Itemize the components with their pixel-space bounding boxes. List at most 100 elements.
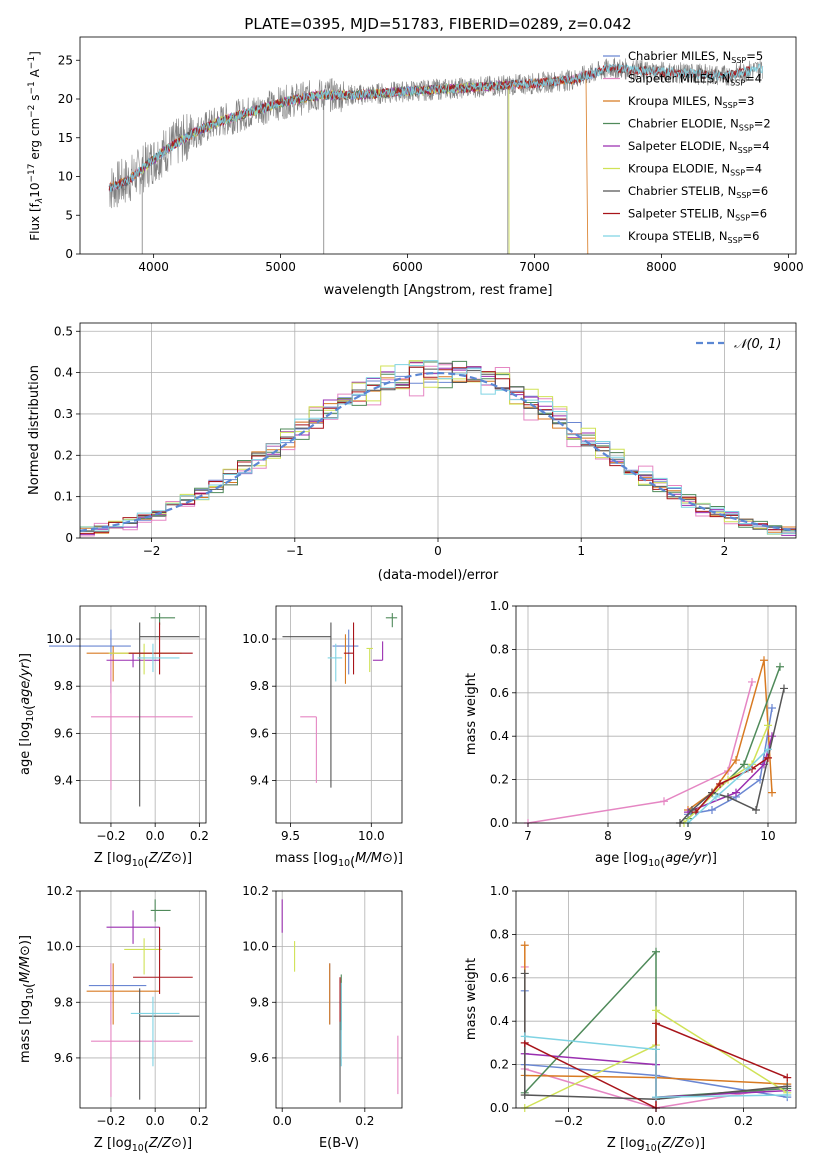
y-tick-label: 10.2: [46, 884, 73, 898]
errorbar-point-salpeter-miles: [91, 963, 193, 1097]
axes-frame: [275, 890, 403, 1109]
x-axis-label: E(B-V): [319, 1136, 359, 1151]
data-point-kroupa-stelib: [652, 1093, 660, 1102]
errorbar-point-salpeter-miles: [300, 716, 317, 783]
errorbar-point-chabrier-elodie: [385, 613, 398, 628]
errorbar-point-chabrier-stelib: [139, 988, 200, 1100]
data-point-kroupa-miles: [760, 656, 768, 665]
y-tick-label: 0.8: [490, 642, 509, 656]
y-tick-label: 10.0: [242, 632, 269, 646]
y-tick-label: 0.8: [490, 927, 509, 941]
legend-entry: Kroupa ELODIE, NSSP=4: [628, 162, 762, 178]
series-line-salpeter-miles: [527, 681, 753, 824]
data-point-kroupa-stelib: [744, 764, 752, 773]
data-point-salpeter-miles: [660, 797, 668, 806]
spectrum-plot: 4000 5000 6000 7000 8000 9000 0 5 10 15 20 25 wavele…: [27, 36, 804, 298]
y-axis-label: age [log10(age/yr)]: [18, 653, 37, 775]
data-point-chabrier-elodie: [776, 662, 784, 671]
x-axis-label: wavelength [Angstrom, rest frame]: [324, 283, 553, 298]
errorbar-point-kroupa-stelib: [137, 643, 180, 673]
data-point-salpeter-stelib: [783, 1073, 792, 1082]
errorbar-point-salpeter-elodie: [106, 910, 160, 944]
x-tick-label: 0.2: [190, 1114, 209, 1128]
y-tick-label: 5: [65, 208, 73, 222]
age-vs-mass-plot: 9.5 10.0 9.4 9.6 9.8 10.0 mass [log10(M/M⊙)]: [242, 605, 403, 870]
x-tick-label: 0.0: [146, 829, 165, 843]
y-tick-label: 1.0: [490, 599, 509, 613]
y-tick-label: 0.2: [490, 773, 509, 787]
errorbar-point-salpeter-stelib: [343, 622, 355, 675]
data-point-salpeter-miles: [748, 677, 756, 686]
data-point-chabrier-stelib: [780, 684, 788, 693]
errorbar-point-chabrier-elodie: [150, 613, 176, 625]
x-tick-label: 0.0: [646, 1114, 665, 1128]
y-axis-label: Normed distribution: [27, 365, 42, 495]
y-tick-label: 15: [58, 131, 73, 145]
errorbar-point-chabrier-stelib: [139, 622, 200, 807]
x-tick-label: 1: [577, 544, 585, 558]
data-point-chabrier-stelib: [752, 805, 760, 814]
y-tick-label: 0.1: [54, 490, 73, 504]
y-tick-label: 0.0: [490, 1101, 509, 1115]
y-tick-label: 0: [65, 531, 73, 545]
data-point-salpeter-stelib: [716, 779, 724, 788]
x-tick-label: 8: [604, 829, 612, 843]
errorbar-point-chabrier-miles: [88, 963, 147, 1025]
series-line-kroupa-stelib: [524, 1035, 788, 1098]
data-point-chabrier-miles: [708, 805, 716, 814]
errorbar-point-chabrier-stelib: [282, 622, 332, 788]
data-point-kroupa-stelib: [652, 1045, 660, 1054]
y-tick-label: 9.8: [250, 679, 269, 693]
y-tick-label: 1.0: [490, 884, 509, 898]
axes-frame: [515, 605, 797, 824]
x-tick-label: −1: [286, 544, 304, 558]
data-point-chabrier-miles: [768, 703, 776, 712]
histogram-step-kroupa-stelib: [80, 360, 796, 535]
x-tick-label: 8000: [646, 260, 677, 274]
data-point-salpeter-stelib: [764, 753, 772, 762]
x-tick-label: 6000: [392, 260, 423, 274]
data-point-kroupa-stelib: [712, 792, 720, 801]
errorbar-point-kroupa-elodie: [124, 938, 162, 975]
y-tick-label: 9.6: [250, 1051, 269, 1065]
errorbar-point-salpeter-elodie: [372, 641, 384, 661]
y-tick-label: 9.8: [54, 995, 73, 1009]
x-tick-label: 5000: [265, 260, 296, 274]
y-tick-label: 10.0: [46, 632, 73, 646]
data-point-kroupa-miles: [520, 941, 529, 950]
data-point-kroupa-elodie: [652, 1006, 660, 1015]
y-axis-label: mass weight: [464, 958, 479, 1040]
legend-entry: Chabrier MILES, NSSP=5: [628, 49, 763, 65]
age-vs-metallicity-plot: −0.2 0.0 0.2 9.4 9.6 9.8 10.0 Z [log10(Z/Z⊙)] ag…: [18, 605, 209, 870]
y-tick-label: 0.2: [54, 448, 73, 462]
y-tick-label: 0.2: [490, 1058, 509, 1072]
legend-entry: Kroupa MILES, NSSP=3: [628, 94, 754, 110]
x-tick-label: 4000: [138, 260, 169, 274]
errorbar-point-salpeter-elodie: [106, 653, 160, 668]
data-point-chabrier-stelib: [520, 1090, 529, 1099]
residual-histogram-plot: −2 −1 0 1 2 0 0.1 0.2 0.3 0.4 0.5 (data-model)/erro…: [27, 322, 797, 583]
data-point-kroupa-elodie: [764, 721, 772, 730]
x-axis-label: (data-model)/error: [378, 568, 499, 583]
y-axis-label: mass [log10(M/M⊙)]: [18, 935, 37, 1063]
series-line-kroupa-miles: [687, 660, 773, 811]
series-line-chabrier-stelib: [679, 688, 785, 824]
x-tick-label: 7: [524, 829, 532, 843]
series-line-salpeter-stelib: [695, 757, 769, 813]
legend-entry: Salpeter ELODIE, NSSP=4: [628, 139, 770, 155]
data-point-chabrier-stelib: [520, 969, 529, 978]
data-point-kroupa-stelib: [520, 1032, 529, 1041]
y-tick-label: 20: [58, 92, 73, 106]
legend-entry: Salpeter STELIB, NSSP=6: [628, 207, 767, 223]
data-point-chabrier-elodie: [740, 760, 748, 769]
model-spectrum-kroupa-elodie: [140, 80, 510, 255]
errorbar-point-kroupa-stelib: [327, 643, 343, 682]
data-point-kroupa-miles: [768, 788, 776, 797]
axes-frame: [79, 890, 207, 1109]
x-tick-label: 10.0: [358, 829, 385, 843]
x-tick-label: 9: [684, 829, 692, 843]
y-tick-label: 0.6: [490, 686, 509, 700]
y-tick-label: 0.4: [490, 729, 509, 743]
x-axis-label: Z [log10(Z/Z⊙)]: [607, 1136, 705, 1155]
errorbar-point-kroupa-miles: [86, 646, 160, 682]
